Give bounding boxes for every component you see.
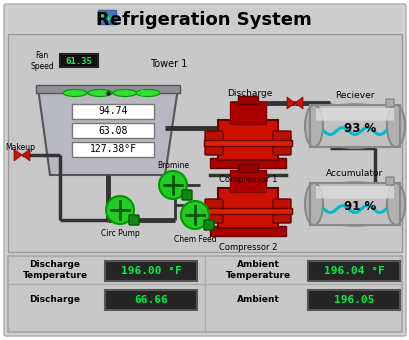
FancyBboxPatch shape xyxy=(60,54,98,67)
FancyBboxPatch shape xyxy=(307,290,399,310)
Text: 196.05: 196.05 xyxy=(333,295,373,305)
Text: Discharge: Discharge xyxy=(227,89,272,99)
FancyBboxPatch shape xyxy=(218,188,277,228)
FancyBboxPatch shape xyxy=(182,190,191,200)
FancyBboxPatch shape xyxy=(229,170,265,192)
Text: 66.66: 66.66 xyxy=(134,295,167,305)
Polygon shape xyxy=(14,149,22,161)
Text: Compressor 1: Compressor 1 xyxy=(218,175,276,185)
FancyBboxPatch shape xyxy=(204,208,291,214)
Text: Reciever: Reciever xyxy=(335,90,374,100)
FancyBboxPatch shape xyxy=(98,10,116,24)
Circle shape xyxy=(159,171,187,199)
Circle shape xyxy=(106,196,134,224)
FancyBboxPatch shape xyxy=(385,177,393,185)
Text: Ambient
Temperature: Ambient Temperature xyxy=(225,260,290,280)
Polygon shape xyxy=(286,97,294,109)
Text: Chem Feed: Chem Feed xyxy=(173,235,216,243)
Ellipse shape xyxy=(386,183,404,225)
Text: Accumulator: Accumulator xyxy=(326,169,383,177)
Polygon shape xyxy=(294,97,302,109)
Text: Tower 1: Tower 1 xyxy=(150,59,187,69)
Ellipse shape xyxy=(136,89,160,97)
FancyBboxPatch shape xyxy=(204,199,222,223)
Circle shape xyxy=(180,201,209,229)
Ellipse shape xyxy=(304,105,322,147)
Polygon shape xyxy=(38,88,178,175)
Text: 196.04 °F: 196.04 °F xyxy=(323,266,384,276)
FancyBboxPatch shape xyxy=(237,96,257,104)
Text: 61.35: 61.35 xyxy=(65,56,92,66)
FancyBboxPatch shape xyxy=(72,104,154,119)
FancyBboxPatch shape xyxy=(209,158,285,168)
FancyBboxPatch shape xyxy=(105,290,196,310)
Text: Fan
Speed: Fan Speed xyxy=(30,51,54,71)
FancyBboxPatch shape xyxy=(8,8,401,32)
Text: Compressor 2: Compressor 2 xyxy=(218,243,276,253)
Ellipse shape xyxy=(307,181,401,227)
FancyBboxPatch shape xyxy=(315,186,393,199)
Ellipse shape xyxy=(113,89,137,97)
Text: Discharge: Discharge xyxy=(29,295,80,305)
FancyBboxPatch shape xyxy=(218,120,277,160)
Ellipse shape xyxy=(307,103,401,149)
FancyBboxPatch shape xyxy=(229,102,265,124)
Text: 93 %: 93 % xyxy=(343,121,375,135)
FancyBboxPatch shape xyxy=(307,261,399,281)
Ellipse shape xyxy=(386,105,404,147)
Text: Makeup: Makeup xyxy=(5,143,35,153)
FancyBboxPatch shape xyxy=(129,215,139,225)
Text: 63.08: 63.08 xyxy=(98,125,127,136)
FancyBboxPatch shape xyxy=(209,226,285,236)
Polygon shape xyxy=(22,149,30,161)
FancyBboxPatch shape xyxy=(272,199,290,223)
FancyBboxPatch shape xyxy=(36,85,180,93)
Text: Refrigeration System: Refrigeration System xyxy=(96,11,311,29)
FancyBboxPatch shape xyxy=(315,108,393,121)
FancyBboxPatch shape xyxy=(385,99,393,107)
Text: 94.74: 94.74 xyxy=(98,106,127,117)
FancyBboxPatch shape xyxy=(72,123,154,138)
FancyBboxPatch shape xyxy=(272,131,290,155)
FancyBboxPatch shape xyxy=(8,256,401,332)
FancyBboxPatch shape xyxy=(72,142,154,157)
Ellipse shape xyxy=(88,89,112,97)
Text: Circ Pump: Circ Pump xyxy=(100,230,139,238)
FancyBboxPatch shape xyxy=(8,34,401,252)
FancyBboxPatch shape xyxy=(309,105,399,147)
FancyBboxPatch shape xyxy=(105,261,196,281)
FancyBboxPatch shape xyxy=(204,140,291,146)
FancyBboxPatch shape xyxy=(204,220,213,230)
FancyBboxPatch shape xyxy=(4,4,405,336)
Text: Bromine: Bromine xyxy=(157,160,189,170)
Text: 127.38°F: 127.38°F xyxy=(89,144,136,154)
FancyBboxPatch shape xyxy=(237,164,257,172)
Text: 196.00 °F: 196.00 °F xyxy=(120,266,181,276)
Text: Discharge
Temperature: Discharge Temperature xyxy=(22,260,88,280)
FancyBboxPatch shape xyxy=(204,131,222,155)
Ellipse shape xyxy=(63,89,87,97)
Text: Ambient: Ambient xyxy=(236,295,279,305)
Text: 91 %: 91 % xyxy=(343,200,375,212)
FancyBboxPatch shape xyxy=(309,183,399,225)
Ellipse shape xyxy=(304,183,322,225)
